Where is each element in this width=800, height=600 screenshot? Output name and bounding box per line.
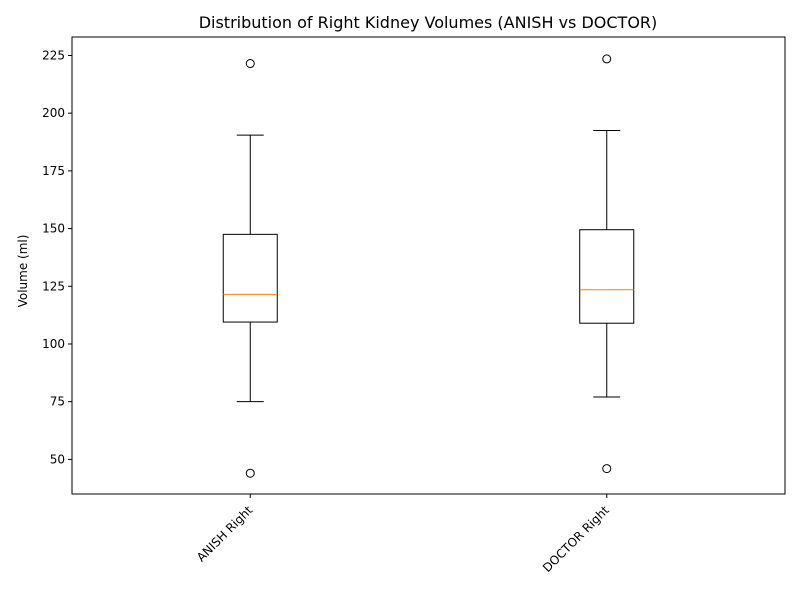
x-tick-label: DOCTOR Right [540, 503, 612, 575]
x-tick-label: ANISH Right [194, 503, 256, 565]
outlier-point [245, 468, 255, 478]
y-tick-label: 175 [42, 164, 65, 178]
outlier-point [602, 464, 612, 474]
outlier-point [602, 54, 612, 64]
iqr-box [222, 233, 278, 323]
y-tick-label: 150 [42, 222, 65, 236]
outlier-point [245, 59, 255, 69]
y-tick-label: 200 [42, 106, 65, 120]
y-tick-label: 100 [42, 337, 65, 351]
iqr-box [579, 229, 635, 324]
plot-frame [71, 36, 786, 495]
chart-title: Distribution of Right Kidney Volumes (AN… [199, 13, 658, 32]
y-tick-label: 225 [42, 48, 65, 62]
y-tick-label: 50 [50, 452, 65, 466]
plot-area: 50 75 100 125 150 175 200 225 ANISH Right DOCTOR … [42, 48, 635, 575]
y-tick-label: 75 [50, 395, 65, 409]
y-tick-label: 125 [42, 279, 65, 293]
y-axis-label: Volume (ml) [16, 235, 30, 308]
